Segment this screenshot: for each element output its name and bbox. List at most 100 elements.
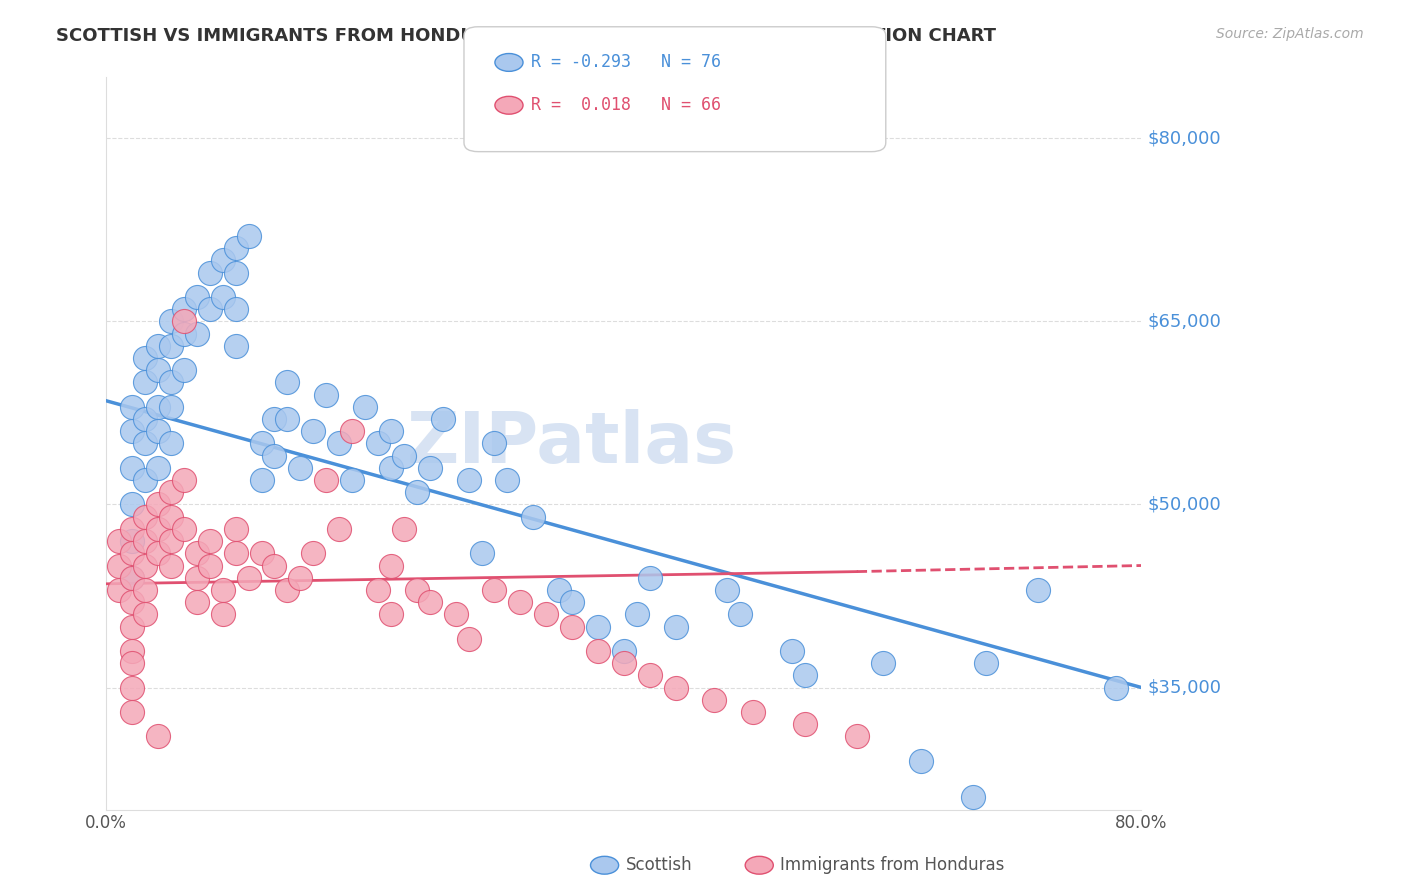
Point xyxy=(198,302,221,317)
Point xyxy=(484,436,506,450)
Text: ZIPatlas: ZIPatlas xyxy=(406,409,737,478)
Point xyxy=(872,656,894,670)
Point xyxy=(146,522,169,536)
Point xyxy=(638,571,661,585)
Point xyxy=(121,571,143,585)
Point xyxy=(146,339,169,353)
Point xyxy=(263,412,285,426)
Point xyxy=(613,644,636,658)
Point xyxy=(276,582,298,597)
Point xyxy=(134,436,156,450)
Point xyxy=(586,644,609,658)
Point xyxy=(484,582,506,597)
Point xyxy=(198,266,221,280)
Point xyxy=(444,607,467,622)
Point xyxy=(186,290,208,304)
Text: SCOTTISH VS IMMIGRANTS FROM HONDURAS MEDIAN MALE EARNINGS CORRELATION CHART: SCOTTISH VS IMMIGRANTS FROM HONDURAS MED… xyxy=(56,27,997,45)
Point xyxy=(340,425,363,439)
Point xyxy=(121,400,143,414)
Point xyxy=(173,326,195,341)
Point xyxy=(845,729,868,743)
Point xyxy=(134,534,156,549)
Point xyxy=(250,436,273,450)
Point xyxy=(121,534,143,549)
Point xyxy=(665,681,688,695)
Point xyxy=(561,619,583,633)
Point xyxy=(186,571,208,585)
Point xyxy=(160,339,183,353)
Point xyxy=(626,607,648,622)
Point xyxy=(419,461,441,475)
Point xyxy=(121,571,143,585)
Point xyxy=(134,376,156,390)
Point xyxy=(380,461,402,475)
Point xyxy=(225,522,247,536)
Point xyxy=(250,546,273,560)
Point xyxy=(146,546,169,560)
Point xyxy=(354,400,377,414)
Point xyxy=(134,473,156,487)
Point xyxy=(276,412,298,426)
Point xyxy=(186,595,208,609)
Point xyxy=(794,717,817,731)
Point xyxy=(380,607,402,622)
Point xyxy=(340,473,363,487)
Point xyxy=(225,266,247,280)
Point xyxy=(534,607,557,622)
Point xyxy=(794,668,817,682)
Point xyxy=(716,582,738,597)
Point xyxy=(263,558,285,573)
Point xyxy=(211,253,233,268)
Point xyxy=(315,473,337,487)
Point xyxy=(250,473,273,487)
Point xyxy=(238,571,260,585)
Point xyxy=(509,595,531,609)
Point xyxy=(290,461,312,475)
Point xyxy=(108,534,131,549)
Point xyxy=(225,546,247,560)
Point xyxy=(134,607,156,622)
Point xyxy=(225,339,247,353)
Point xyxy=(121,619,143,633)
Point xyxy=(586,619,609,633)
Point xyxy=(186,546,208,560)
Point xyxy=(263,449,285,463)
Point xyxy=(121,522,143,536)
Point xyxy=(315,387,337,401)
Point xyxy=(173,522,195,536)
Point xyxy=(160,534,183,549)
Text: $80,000: $80,000 xyxy=(1147,129,1222,147)
Text: $65,000: $65,000 xyxy=(1147,312,1222,330)
Point xyxy=(146,729,169,743)
Point xyxy=(665,619,688,633)
Point xyxy=(134,351,156,365)
Point xyxy=(146,363,169,377)
Point xyxy=(470,546,492,560)
Point xyxy=(225,302,247,317)
Point xyxy=(173,302,195,317)
Point xyxy=(160,400,183,414)
Point xyxy=(561,595,583,609)
Point xyxy=(238,229,260,244)
Point xyxy=(638,668,661,682)
Point xyxy=(173,473,195,487)
Point xyxy=(198,558,221,573)
Point xyxy=(186,326,208,341)
Point xyxy=(548,582,571,597)
Text: $35,000: $35,000 xyxy=(1147,679,1222,697)
Point xyxy=(367,582,389,597)
Point xyxy=(134,558,156,573)
Point xyxy=(405,582,427,597)
Point xyxy=(613,656,636,670)
Point xyxy=(962,790,984,805)
Point xyxy=(146,461,169,475)
Point xyxy=(211,582,233,597)
Point xyxy=(1026,582,1049,597)
Point xyxy=(380,425,402,439)
Point xyxy=(121,681,143,695)
Point xyxy=(146,425,169,439)
Point xyxy=(198,534,221,549)
Point xyxy=(703,692,725,706)
Text: Source: ZipAtlas.com: Source: ZipAtlas.com xyxy=(1216,27,1364,41)
Point xyxy=(392,522,415,536)
